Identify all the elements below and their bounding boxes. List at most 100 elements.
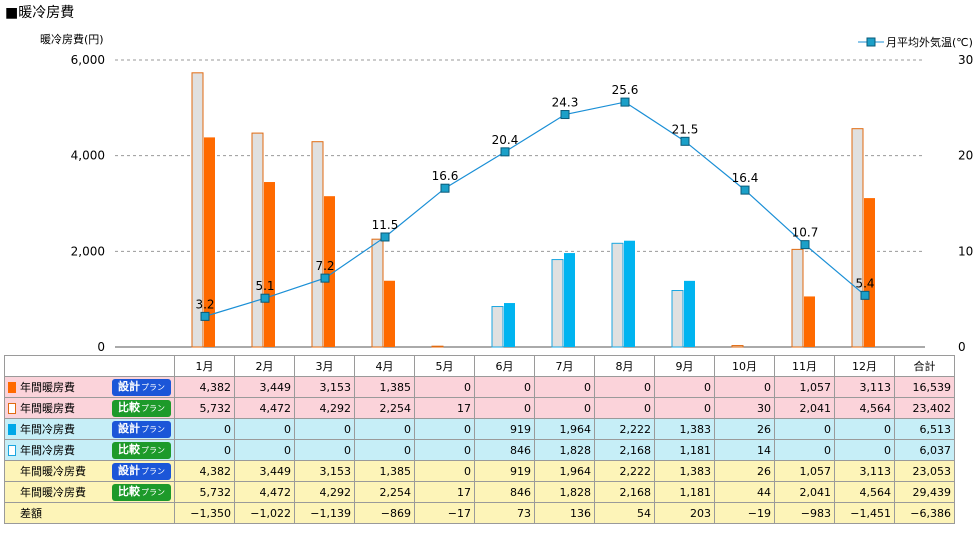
table-cell: 0 [534,397,595,419]
column-header: 12月 [834,355,895,377]
table-cell: 0 [834,418,895,440]
table-cell: 0 [354,418,415,440]
table-header-row: 1月 2月 3月 4月 5月 6月 7月 8月 9月 10月 11月 12月 合計 [4,355,955,377]
table-cell: 3,449 [234,376,295,398]
table-cell: 6,037 [894,439,955,461]
table-cell: 14 [714,439,775,461]
bar [204,137,215,347]
table-cell: 1,383 [654,418,715,440]
temperature-data-label: 24.3 [552,96,579,110]
row-label: 差額 [20,507,42,520]
table-cell: 0 [774,439,835,461]
bar [491,306,504,348]
temperature-point [320,273,330,283]
table-cell: 0 [174,439,235,461]
bar [431,345,444,348]
table-cell: 2,254 [354,397,415,419]
legend-swatch-icon [8,402,16,414]
row-label-cell: 年間暖冷房費 比較プラン [4,481,175,503]
bar [611,242,624,348]
table-cell: 3,113 [834,376,895,398]
table-cell: 2,168 [594,481,655,503]
bar [384,280,395,347]
table-cell: 0 [594,397,655,419]
design-plan-badge: 設計プラン [112,378,171,396]
column-header: 5月 [414,355,475,377]
column-header: 11月 [774,355,835,377]
table-cell: −1,451 [834,502,895,524]
legend-swatch-icon [8,381,16,393]
table-cell: 1,964 [534,418,595,440]
bar [864,198,875,347]
bar [564,253,575,347]
row-label-cell: 年間暖房費 比較プラン [4,397,175,419]
table-cell: 3,153 [294,460,355,482]
column-header: 4月 [354,355,415,377]
bar [851,128,864,348]
temperature-cost-chart: 暖冷房費(円) 月平均外気温(℃) 6,000 4,000 2,000 0 30 20 10 0 3… [40,32,973,352]
table-cell: 1,181 [654,481,715,503]
table-cell: 2,041 [774,481,835,503]
table-cell: 203 [654,502,715,524]
y-left-axis-label: 暖冷房費(円) [40,32,104,46]
y-left-tick-label: 0 [97,340,105,352]
table-cell: 1,057 [774,460,835,482]
table-cell: 2,222 [594,418,655,440]
row-label: 年間暖冷房費 [20,465,86,478]
table-cell: 2,168 [594,439,655,461]
table-cell: 0 [414,376,475,398]
temperature-point [860,290,870,300]
table-cell: 1,385 [354,376,415,398]
bar [311,141,324,348]
y-left-tick-label: 2,000 [71,244,105,258]
table-cell: −19 [714,502,775,524]
table-cell: 29,439 [894,481,955,503]
table-cell: 26 [714,460,775,482]
row-label: 年間冷房費 [20,423,75,436]
table-cell: 3,153 [294,376,355,398]
table-cell: 6,513 [894,418,955,440]
design-plan-badge: 設計プラン [112,462,171,480]
column-header: 1月 [174,355,235,377]
row-label-cell: 年間暖房費 設計プラン [4,376,175,398]
table-cell: 846 [474,439,535,461]
table-cell: −17 [414,502,475,524]
temperature-data-label: 7.2 [315,259,334,273]
table-cell: 0 [534,376,595,398]
table-cell: 0 [474,376,535,398]
bar [324,196,335,347]
table-row: 差額 −1,350 −1,022 −1,139 −869 −17 73 136 54 203 −19… [4,502,955,524]
bar [251,132,264,348]
table-cell: −1,022 [234,502,295,524]
table-cell: 30 [714,397,775,419]
table-cell: 2,222 [594,460,655,482]
table-corner [4,355,175,377]
table-cell: 0 [654,376,715,398]
table-cell: 26 [714,418,775,440]
compare-plan-badge: 比較プラン [112,483,171,501]
table-cell: 3,113 [834,460,895,482]
chart-title: ■暖冷房費 [5,5,75,21]
row-label: 年間暖房費 [20,402,75,415]
legend-label: 月平均外気温(℃) [886,35,973,49]
bar [671,290,684,348]
bar [191,72,204,348]
y-right-tick-label: 10 [958,244,973,258]
table-cell: 44 [714,481,775,503]
table-cell: 23,402 [894,397,955,419]
bar [731,345,744,348]
table-cell: 4,564 [834,397,895,419]
table-cell: 1,828 [534,481,595,503]
bar [264,182,275,347]
row-label-cell: 年間冷房費 比較プラン [4,439,175,461]
column-header: 10月 [714,355,775,377]
table-cell: 0 [774,418,835,440]
column-header: 3月 [294,355,355,377]
table-cell: 0 [834,439,895,461]
table-cell: −983 [774,502,835,524]
temperature-point [680,136,690,146]
table-row: 年間暖冷房費 比較プラン 5,732 4,472 4,292 2,254 17 846 1,82… [4,481,955,503]
table-row: 年間暖房費 比較プラン 5,732 4,472 4,292 2,254 17 0 0 0 0 30 2,… [4,397,955,419]
table-cell: −869 [354,502,415,524]
column-header: 8月 [594,355,655,377]
